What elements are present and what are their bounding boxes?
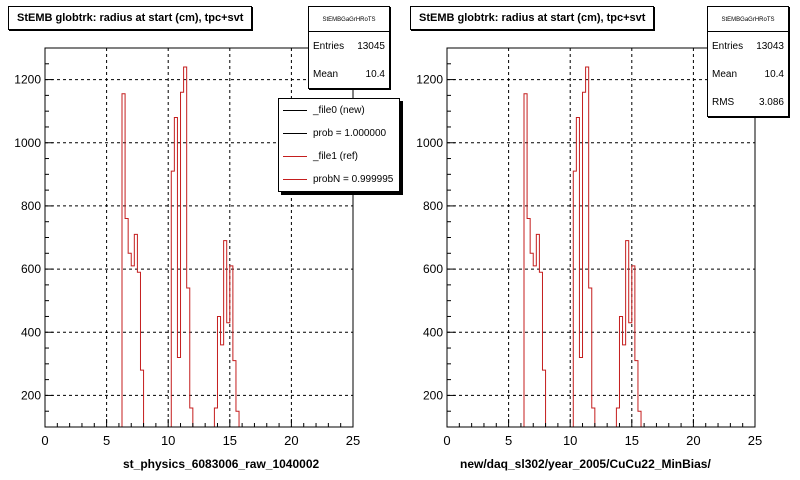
- x-tick-label: 20: [686, 433, 700, 448]
- histogram-plot: 0 5 10 15 20 25 200 400 600 800 1000 1200: [416, 47, 762, 448]
- x-axis-label: new/daq_sl302/year_2005/CuCu22_MinBias/: [460, 457, 711, 471]
- stats-value: 10.4: [365, 68, 385, 80]
- stats-label: Entries: [712, 40, 744, 52]
- x-tick-label: 5: [103, 433, 110, 448]
- x-tick-label: 10: [563, 433, 577, 448]
- stats-label: Mean: [712, 68, 738, 80]
- stats-row-mean: Mean 10.4: [708, 60, 788, 88]
- stats-header: StEMBGaGrHRoTS: [708, 7, 788, 32]
- legend-line: [283, 156, 307, 157]
- y-tick-label: 1000: [416, 136, 443, 150]
- y-tick-label: 1000: [14, 136, 41, 150]
- stats-value: 13045: [357, 40, 385, 52]
- x-tick-label: 20: [284, 433, 298, 448]
- stats-row-entries: Entries 13045: [309, 32, 389, 60]
- histogram-series: [447, 66, 755, 428]
- legend-line: [283, 110, 307, 111]
- legend-label: probN = 0.999995: [313, 174, 394, 185]
- y-tick-label: 400: [21, 325, 41, 339]
- legend-label: prob = 1.000000: [313, 128, 387, 139]
- legend: _file0 (new) prob = 1.000000 _file1 (ref…: [278, 98, 400, 192]
- histogram-panel-right: 0 5 10 15 20 25 200 400 600 800 1000 1200 StEMB glo…: [400, 0, 800, 480]
- x-tick-label: 25: [748, 433, 762, 448]
- legend-entry: _file1 (ref): [279, 145, 399, 168]
- y-tick-label: 800: [21, 199, 41, 213]
- y-tick-label: 400: [423, 325, 443, 339]
- y-tick-label: 200: [423, 388, 443, 402]
- x-tick-label: 10: [161, 433, 175, 448]
- legend-entry: _file0 (new): [279, 99, 399, 122]
- legend-line: [283, 133, 307, 134]
- stats-row-rms: RMS 3.086: [708, 88, 788, 116]
- chart-title: StEMB globtrk: radius at start (cm), tpc…: [8, 6, 253, 30]
- y-tick-label: 200: [21, 388, 41, 402]
- x-tick-label: 5: [505, 433, 512, 448]
- stats-value: 3.086: [758, 96, 784, 108]
- histogram-panel-left: 0 5 10 15 20 25 200 400 600 800 1000 1200 StEMB glo…: [8, 6, 400, 471]
- y-tick-label: 1200: [14, 73, 41, 87]
- y-tick-label: 1200: [416, 73, 443, 87]
- x-tick-label: 15: [223, 433, 237, 448]
- chart-title: StEMB globtrk: radius at start (cm), tpc…: [410, 6, 655, 30]
- stats-box: StEMBGaGrHRoTS Entries 13043 Mean 10.4 R…: [707, 6, 789, 117]
- stats-label: Mean: [313, 68, 339, 80]
- legend-entry: probN = 0.999995: [279, 168, 399, 191]
- histogram-plot: 0 5 10 15 20 25 200 400 600 800 1000 1200: [14, 47, 360, 448]
- x-axis-label: st_physics_6083006_raw_1040002: [123, 457, 320, 471]
- stats-header: StEMBGaGrHRoTS: [309, 7, 389, 32]
- stats-row-entries: Entries 13043: [708, 32, 788, 60]
- legend-entry: prob = 1.000000: [279, 122, 399, 145]
- stats-box: StEMBGaGrHRoTS Entries 13045 Mean 10.4: [308, 6, 390, 89]
- x-tick-label: 0: [41, 433, 48, 448]
- legend-line: [283, 179, 307, 180]
- y-tick-label: 800: [423, 199, 443, 213]
- legend-label: _file0 (new): [313, 105, 365, 116]
- y-tick-label: 600: [21, 262, 41, 276]
- x-tick-label: 0: [443, 433, 450, 448]
- stats-label: RMS: [712, 96, 735, 108]
- y-tick-label: 600: [423, 262, 443, 276]
- x-tick-label: 25: [346, 433, 360, 448]
- stats-row-mean: Mean 10.4: [309, 60, 389, 88]
- stats-value: 10.4: [764, 68, 784, 80]
- stats-value: 13043: [756, 40, 784, 52]
- stats-label: Entries: [313, 40, 345, 52]
- legend-label: _file1 (ref): [313, 151, 359, 162]
- x-tick-label: 15: [625, 433, 639, 448]
